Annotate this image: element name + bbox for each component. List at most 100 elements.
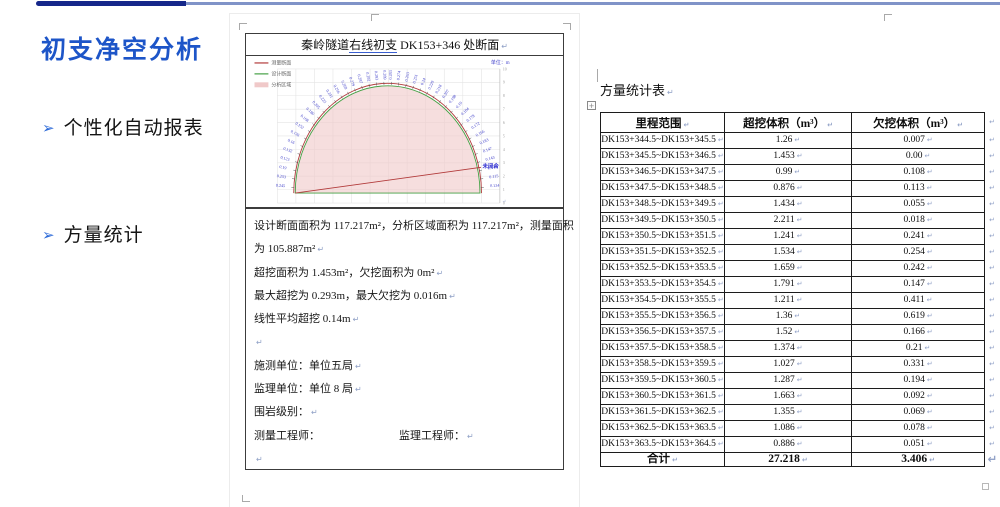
table-move-handle-icon[interactable]: + <box>587 101 596 111</box>
cell-mark: ↵ <box>796 247 803 256</box>
cell-mark: ↵ <box>796 279 803 288</box>
table-row[interactable]: DK153+350.5~DK153+351.5 ↵ 1.241 ↵ 0.241 ↵ ↵ <box>600 228 1000 245</box>
overbreak-volume-cell: 1.287 ↵ <box>723 372 853 389</box>
table-resize-handle-icon[interactable] <box>982 483 989 490</box>
row-end-mark: ↵ <box>989 216 995 224</box>
volume-statistics-table[interactable]: 里程范围 ↵ 超挖体积（m³） ↵ 欠挖体积（m³） ↵ ↵ DK153+344.5~DK1… <box>600 112 1000 467</box>
table-row[interactable]: DK153+362.5~DK153+363.5 ↵ 1.086 ↵ 0.078 ↵ ↵ <box>600 420 1000 437</box>
paragraph-mark: ↵ <box>352 315 360 325</box>
svg-text:0.134: 0.134 <box>490 183 501 189</box>
svg-text:5: 5 <box>503 134 505 138</box>
cell-mark: ↵ <box>717 327 724 336</box>
overbreak-volume-cell: 2.211 ↵ <box>723 212 853 229</box>
underbreak-volume-cell: 0.147 ↵ <box>851 276 986 293</box>
report-line: 监理单位：单位 8 局 ↵ <box>254 383 362 396</box>
bullet-item-auto-report: ➢ 个性化自动报表 <box>42 119 204 139</box>
cell-mark: ↵ <box>717 183 724 192</box>
table-row[interactable]: DK153+361.5~DK153+362.5 ↵ 1.355 ↵ 0.069 ↵ ↵ <box>600 404 1000 421</box>
mileage-range-cell: DK153+351.5~DK153+352.5 ↵ <box>600 244 725 261</box>
table-row[interactable]: DK153+344.5~DK153+345.5 ↵ 1.26 ↵ 0.007 ↵ ↵ <box>600 132 1000 149</box>
svg-text:0.147: 0.147 <box>482 146 493 154</box>
svg-text:0.223: 0.223 <box>318 94 328 104</box>
svg-text:0.229: 0.229 <box>427 80 435 91</box>
row-end-mark: ↵ <box>989 360 995 368</box>
text-boundary-mark <box>239 23 247 30</box>
svg-text:0.292: 0.292 <box>365 72 372 82</box>
table-row[interactable]: DK153+354.5~DK153+355.5 ↵ 1.211 ↵ 0.411 ↵ ↵ <box>600 292 1000 309</box>
underbreak-volume-cell: 0.018 ↵ <box>851 212 986 229</box>
cell-mark: ↵ <box>926 167 933 176</box>
report-line: 最大超挖为 0.293m，最大欠挖为 0.016m ↵ <box>254 289 456 302</box>
table-row[interactable]: DK153+358.5~DK153+359.5 ↵ 1.027 ↵ 0.331 ↵ ↵ <box>600 356 1000 373</box>
row-end-mark: ↵ <box>989 264 995 272</box>
table-row[interactable]: DK153+355.5~DK153+356.5 ↵ 1.36 ↵ 0.619 ↵ ↵ <box>600 308 1000 325</box>
table-row[interactable]: DK153+349.5~DK153+350.5 ↵ 2.211 ↵ 0.018 ↵ ↵ <box>600 212 1000 229</box>
svg-text:0.115: 0.115 <box>489 173 499 179</box>
underbreak-volume-cell: 0.166 ↵ <box>851 324 986 341</box>
cell-mark: ↵ <box>717 215 724 224</box>
svg-text:0.178: 0.178 <box>465 113 475 123</box>
table-row[interactable]: DK153+359.5~DK153+360.5 ↵ 1.287 ↵ 0.194 ↵ ↵ <box>600 372 1000 389</box>
svg-text:0: 0 <box>503 201 505 205</box>
svg-text:0.205: 0.205 <box>311 100 321 110</box>
volume-table-caption-text: 方量统计表 <box>600 83 666 98</box>
overbreak-volume-cell: 1.241 ↵ <box>723 228 853 245</box>
total-cell: 27.218 ↵ <box>723 452 853 467</box>
cell-mark: ↵ <box>957 120 964 129</box>
table-row[interactable]: DK153+351.5~DK153+352.5 ↵ 1.534 ↵ 0.254 ↵ ↵ <box>600 244 1000 261</box>
column-header: 超挖体积（m³） ↵ <box>723 112 853 133</box>
report-line: ↵ <box>254 448 557 471</box>
table-row[interactable]: DK153+363.5~DK153+364.5 ↵ 0.886 ↵ 0.051 ↵ ↵ <box>600 436 1000 453</box>
svg-text:设计断面: 设计断面 <box>271 71 291 78</box>
report-document-page[interactable]: 秦岭隧道右线初支 DK153+346 处断面 ↵ 10 9 8 7 6 5 4 3 2 1 0 0.24… <box>229 13 580 507</box>
paragraph-mark: ↵ <box>667 88 674 97</box>
cell-mark: ↵ <box>926 231 933 240</box>
cell-mark: ↵ <box>801 455 808 464</box>
cell-mark: ↵ <box>924 343 931 352</box>
report-line: 线性平均超挖 0.14m ↵ <box>254 313 360 326</box>
table-header: 里程范围 ↵ 超挖体积（m³） ↵ 欠挖体积（m³） ↵ ↵ <box>600 112 1000 133</box>
table-row[interactable]: DK153+348.5~DK153+349.5 ↵ 1.434 ↵ 0.055 ↵ ↵ <box>600 196 1000 213</box>
text-boundary-mark <box>597 69 598 82</box>
underbreak-volume-cell: 0.241 ↵ <box>851 228 986 245</box>
table-row[interactable]: DK153+357.5~DK153+358.5 ↵ 1.374 ↵ 0.21 ↵ ↵ <box>600 340 1000 357</box>
cell-mark: ↵ <box>796 215 803 224</box>
svg-text:0.168: 0.168 <box>300 113 310 123</box>
underbreak-volume-cell: 0.092 ↵ <box>851 388 986 405</box>
overbreak-volume-cell: 1.52 ↵ <box>723 324 853 341</box>
cell-mark: ↵ <box>672 455 678 464</box>
svg-text:0.289: 0.289 <box>382 70 387 80</box>
cell-mark: ↵ <box>717 231 724 240</box>
table-row[interactable]: DK153+347.5~DK153+348.5 ↵ 0.876 ↵ 0.113 ↵ ↵ <box>600 180 1000 197</box>
svg-text:0.263: 0.263 <box>404 72 411 82</box>
cell-mark: ↵ <box>924 151 931 160</box>
svg-text:0.245: 0.245 <box>276 183 286 188</box>
paragraph-mark: ↵ <box>311 408 318 418</box>
page-corner-mark <box>884 14 892 21</box>
page-title: 初支净空分析 <box>41 36 204 64</box>
overbreak-volume-cell: 1.453 ↵ <box>723 148 853 165</box>
cell-mark: ↵ <box>717 151 724 160</box>
total-cell: 3.406 ↵ <box>851 452 986 467</box>
svg-text:1: 1 <box>503 188 505 192</box>
cell-mark: ↵ <box>717 311 724 320</box>
table-row[interactable]: DK153+352.5~DK153+353.5 ↵ 1.659 ↵ 0.242 ↵ ↵ <box>600 260 1000 277</box>
report-line: 超挖面积为 1.453m²，欠挖面积为 0m² ↵ <box>254 266 444 279</box>
report-title-suffix: DK153+346 处断面 <box>397 38 500 52</box>
table-row[interactable]: DK153+360.5~DK153+361.5 ↵ 1.663 ↵ 0.092 ↵ ↵ <box>600 388 1000 405</box>
cell-mark: ↵ <box>926 215 933 224</box>
table-row[interactable]: DK153+356.5~DK153+357.5 ↵ 1.52 ↵ 0.166 ↵ ↵ <box>600 324 1000 341</box>
svg-text:0.207: 0.207 <box>441 88 450 99</box>
overbreak-volume-cell: 0.886 ↵ <box>723 436 853 453</box>
overbreak-volume-cell: 0.876 ↵ <box>723 180 853 197</box>
underbreak-volume-cell: 0.254 ↵ <box>851 244 986 261</box>
row-end-mark: ↵ <box>989 328 995 336</box>
column-header: 里程范围 ↵ <box>600 112 725 133</box>
table-row[interactable]: DK153+353.5~DK153+354.5 ↵ 1.791 ↵ 0.147 ↵ ↵ <box>600 276 1000 293</box>
row-end-mark: ↵ <box>989 118 995 126</box>
row-end-mark: ↵ <box>989 408 995 416</box>
table-row[interactable]: DK153+346.5~DK153+347.5 ↵ 0.99 ↵ 0.108 ↵ ↵ <box>600 164 1000 181</box>
svg-text:未闭合: 未闭合 <box>481 162 499 170</box>
cell-mark: ↵ <box>717 199 724 208</box>
table-row[interactable]: DK153+345.5~DK153+346.5 ↵ 1.453 ↵ 0.00 ↵ ↵ <box>600 148 1000 165</box>
